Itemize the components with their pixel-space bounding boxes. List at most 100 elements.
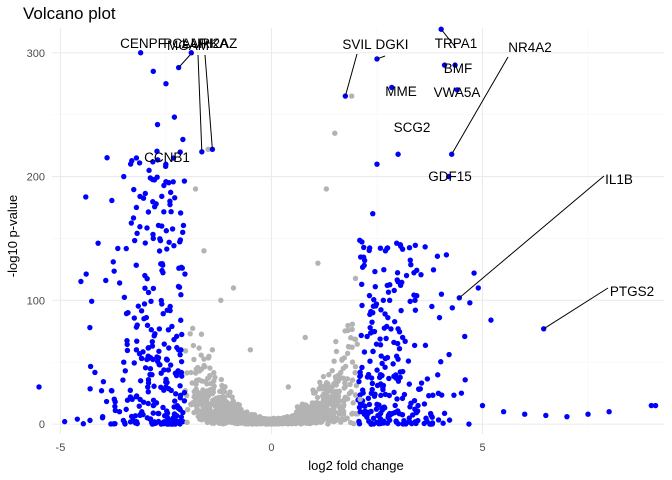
scatter-point-sig — [423, 415, 429, 421]
scatter-point-ns — [323, 186, 330, 192]
scatter-point-sig — [606, 409, 612, 415]
scatter-point-ns — [277, 416, 283, 422]
scatter-point-sig — [142, 365, 149, 371]
scatter-point-ns — [342, 328, 348, 334]
scatter-point-sig — [424, 376, 431, 382]
x-tick-label: 0 — [268, 442, 274, 454]
scatter-point-sig — [391, 287, 397, 294]
scatter-point-ns — [347, 381, 353, 388]
scatter-point-sig — [111, 268, 117, 274]
scatter-point-ns — [196, 345, 202, 351]
scatter-point-sig — [377, 342, 384, 348]
scatter-point-ns — [331, 358, 337, 364]
scatter-point-sig — [449, 305, 456, 311]
scatter-point-sig — [112, 420, 118, 427]
scatter-point-ns — [338, 369, 344, 376]
scatter-point-sig — [466, 421, 472, 427]
scatter-point-sig — [163, 81, 169, 87]
scatter-point-sig — [406, 415, 412, 421]
scatter-point-sig — [150, 285, 157, 292]
scatter-point-ns — [341, 355, 348, 361]
chart-title: Volcano plot — [23, 4, 116, 23]
scatter-point-ns — [262, 418, 269, 424]
scatter-point-sig — [137, 193, 143, 200]
scatter-point-sig — [381, 267, 387, 273]
scatter-point-sig — [475, 285, 481, 291]
scatter-point-sig — [381, 325, 388, 331]
scatter-point-sig — [121, 173, 127, 180]
scatter-point-sig — [357, 400, 364, 406]
scatter-point-sig — [403, 272, 410, 279]
scatter-point-sig — [120, 417, 127, 424]
scatter-point-sig — [462, 333, 468, 340]
scatter-point-ns — [320, 373, 327, 380]
gene-label-h2az: H2AZ — [203, 36, 238, 51]
scatter-point-sig — [169, 226, 176, 232]
scatter-point-sig — [155, 157, 161, 163]
scatter-point-ns — [333, 348, 340, 355]
scatter-point-ns — [189, 380, 195, 386]
scatter-point-sig — [140, 399, 147, 405]
scatter-point-ns — [221, 414, 228, 420]
scatter-point-ns — [193, 408, 200, 415]
scatter-point-sig — [392, 402, 398, 409]
scatter-point-sig — [131, 315, 138, 321]
scatter-point-ns — [313, 404, 319, 411]
scatter-point-sig — [407, 257, 413, 263]
scatter-point-sig — [121, 359, 127, 365]
scatter-point-ns — [349, 359, 356, 365]
scatter-point-sig — [395, 408, 401, 414]
gene-label-svil: SVIL — [342, 37, 372, 52]
scatter-point-sig — [408, 262, 414, 268]
scatter-point-sig — [429, 303, 435, 310]
scatter-point-ns — [352, 275, 359, 282]
scatter-point-sig — [166, 345, 172, 351]
scatter-point-sig — [395, 378, 402, 384]
scatter-point-sig — [154, 148, 160, 154]
scatter-point-sig — [479, 402, 486, 409]
scatter-point-ns — [349, 344, 355, 350]
scatter-point-sig — [135, 303, 142, 309]
scatter-point-ns — [332, 416, 339, 422]
scatter-point-ns — [327, 409, 334, 415]
scatter-point-ns — [340, 365, 346, 372]
scatter-point-ns — [228, 402, 234, 408]
scatter-point-sig — [368, 408, 374, 415]
scatter-point-sig — [147, 416, 154, 422]
scatter-point-sig — [137, 224, 143, 230]
scatter-point-sig — [177, 420, 183, 426]
scatter-point-sig — [145, 209, 152, 215]
scatter-point-sig — [405, 358, 412, 364]
label-lines — [178, 28, 609, 330]
scatter-point-sig — [133, 418, 140, 425]
scatter-point-ns — [198, 331, 205, 337]
scatter-point-sig — [451, 392, 457, 398]
scatter-point-ns — [204, 400, 211, 406]
scatter-point-ns — [332, 130, 338, 136]
scatter-point-ns — [273, 420, 279, 427]
scatter-point-sig — [163, 379, 169, 385]
scatter-point-sig — [414, 408, 421, 414]
scatter-point-ns — [233, 417, 240, 423]
scatter-point-sig — [376, 374, 383, 381]
scatter-point-sig — [177, 210, 184, 216]
scatter-point-ns — [301, 415, 308, 421]
scatter-point-sig — [429, 414, 435, 420]
gene-label-gdf15: GDF15 — [428, 169, 472, 184]
scatter-point-sig — [74, 416, 81, 422]
scatter-point-sig — [100, 378, 107, 385]
scatter-point-sig — [148, 298, 154, 305]
scatter-point-ns — [251, 417, 258, 423]
scatter-point-sig — [103, 277, 109, 284]
scatter-point-sig — [364, 333, 370, 340]
scatter-point-sig — [181, 178, 188, 184]
scatter-point-sig — [131, 360, 137, 366]
scatter-point-sig — [443, 252, 450, 258]
scatter-point-sig — [174, 403, 181, 409]
scatter-point-sig — [134, 338, 140, 344]
scatter-point-sig — [175, 283, 182, 290]
scatter-point-sig — [160, 404, 166, 411]
scatter-point-sig — [390, 361, 396, 367]
gene-label-pclaf: PCLAF — [163, 36, 207, 51]
scatter-point-ns — [352, 336, 359, 342]
